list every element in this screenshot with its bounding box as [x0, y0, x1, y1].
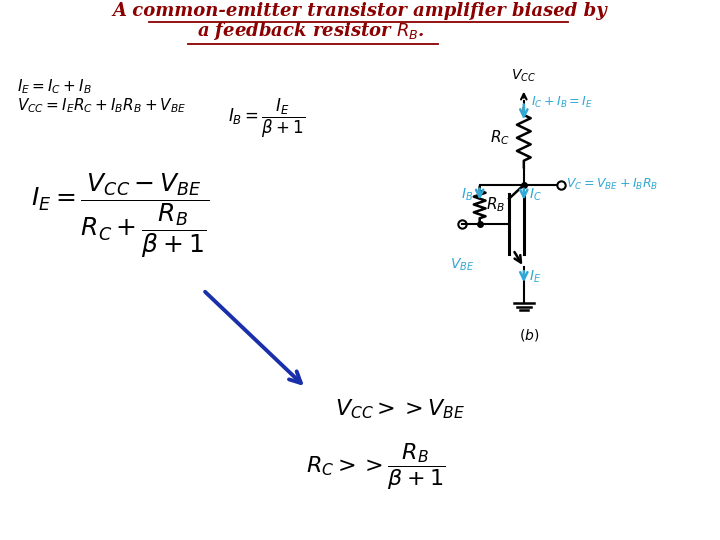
Text: $V_C = V_{BE} + I_B R_B$: $V_C = V_{BE} + I_B R_B$ — [566, 177, 658, 192]
Text: $R_C$: $R_C$ — [490, 129, 510, 147]
Text: A common-emitter transistor amplifier biased by: A common-emitter transistor amplifier bi… — [112, 2, 608, 20]
Text: $I_C$: $I_C$ — [528, 186, 541, 203]
Text: $I_E = I_C + I_B$: $I_E = I_C + I_B$ — [17, 77, 91, 96]
Text: $V_{CC} >> V_{BE}$: $V_{CC} >> V_{BE}$ — [336, 398, 465, 421]
Text: $V_{BE}$: $V_{BE}$ — [450, 256, 474, 273]
Text: $I_E$: $I_E$ — [528, 269, 541, 285]
Text: $V_{CC} = I_E R_C + I_B R_B + V_{BE}$: $V_{CC} = I_E R_C + I_B R_B + V_{BE}$ — [17, 97, 186, 116]
Text: $V_{CC}$: $V_{CC}$ — [511, 68, 536, 84]
Text: $R_C >> \dfrac{R_B}{\beta+1}$: $R_C >> \dfrac{R_B}{\beta+1}$ — [306, 442, 445, 492]
Text: $I_C + I_B = I_E$: $I_C + I_B = I_E$ — [531, 94, 593, 110]
Text: $I_B = \dfrac{I_E}{\beta+1}$: $I_B = \dfrac{I_E}{\beta+1}$ — [228, 97, 305, 140]
Text: $R_B$: $R_B$ — [485, 195, 505, 214]
Text: $I_B$: $I_B$ — [461, 186, 473, 203]
Text: $(b)$: $(b)$ — [518, 327, 539, 343]
Text: a feedback resistor $R_B$.: a feedback resistor $R_B$. — [197, 19, 425, 42]
Text: $I_E = \dfrac{V_{CC} - V_{BE}}{R_C + \dfrac{R_B}{\beta+1}}$: $I_E = \dfrac{V_{CC} - V_{BE}}{R_C + \df… — [32, 172, 210, 260]
